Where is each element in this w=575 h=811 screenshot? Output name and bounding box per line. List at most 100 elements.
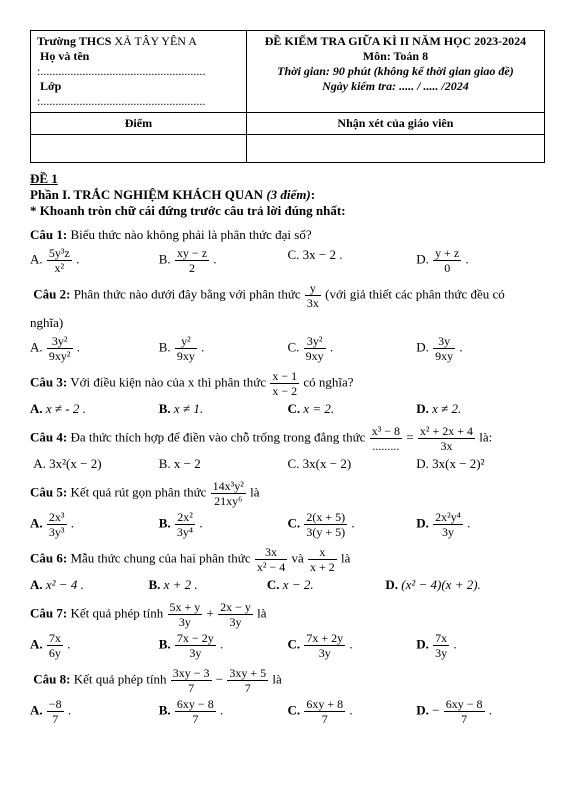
q8-c-den: 7 xyxy=(304,712,345,725)
q8-d-pre: − xyxy=(432,702,439,717)
q4-label: Câu 4: xyxy=(30,429,67,444)
opt-a-label: A. xyxy=(30,339,43,354)
q4-rhs-num: x² + 2x + 4 xyxy=(418,425,475,439)
score-cell xyxy=(31,135,247,163)
school-name: XÃ TÂY YÊN A xyxy=(114,34,197,48)
q1-text: Biểu thức nào không phải là phân thức đạ… xyxy=(70,227,311,242)
q5-c-den: 3(y + 5) xyxy=(304,525,347,538)
opt-c-label: C. xyxy=(288,339,300,354)
q5-a-num: 2x³ xyxy=(47,511,67,525)
name-label: Họ và tên xyxy=(40,49,89,63)
question-2: Câu 2: Phân thức nào dưới đây bằng với p… xyxy=(30,282,545,331)
q8-text1: Kết quả phép tính xyxy=(74,671,167,686)
q6-f1-den: x² − 4 xyxy=(255,560,287,573)
q2-a-num: 3y² xyxy=(47,335,73,349)
q8-text2: là xyxy=(272,671,281,686)
opt-b-label: B. xyxy=(159,515,171,530)
opt-c-label: C. xyxy=(288,515,301,530)
score-label: Điểm xyxy=(31,113,247,135)
q7-c-num: 7x + 2y xyxy=(304,632,345,646)
q2-options: A. 3y²9xy² . B. y²9xy . C. 3y²9xy . D. 3… xyxy=(30,335,545,362)
q4-rhs-den: 3x xyxy=(418,439,475,452)
question-1: Câu 1: Biểu thức nào không phải là phân … xyxy=(30,227,545,243)
q4-lhs-num: x³ − 8 xyxy=(370,425,402,439)
q7-f2-num: 2x − y xyxy=(218,601,253,615)
q1-label: Câu 1: xyxy=(30,227,67,242)
q1-a-num: 5y³z xyxy=(47,247,72,261)
question-6: Câu 6: Mẫu thức chung của hai phân thức … xyxy=(30,546,545,573)
q6-d: (x² − 4)(x + 2). xyxy=(401,577,481,592)
instruction: * Khoanh tròn chữ cái đứng trước câu trả… xyxy=(30,203,545,219)
q5-d-den: 3y xyxy=(433,525,463,538)
comment-label: Nhận xét của giáo viên xyxy=(246,113,544,135)
opt-c-label: C. xyxy=(288,401,301,416)
question-3: Câu 3: Với điều kiện nào của x thì phân … xyxy=(30,370,545,397)
q8-d-num: 6xy − 8 xyxy=(444,698,485,712)
q1-b-den: 2 xyxy=(175,261,209,274)
q8-f2-den: 7 xyxy=(227,681,268,694)
q1-options: A. 5y³zx² . B. xy − z2 . C. 3x − 2 . D. … xyxy=(30,247,545,274)
opt-a-label: A. xyxy=(30,636,43,651)
q1-c: 3x − 2 . xyxy=(303,247,343,262)
q7-label: Câu 7: xyxy=(30,605,67,620)
q6-label: Câu 6: xyxy=(30,550,67,565)
q8-b-num: 6xy − 8 xyxy=(175,698,216,712)
q7-plus: + xyxy=(207,605,214,620)
opt-b-label: B. xyxy=(159,401,171,416)
q6-f1-num: 3x xyxy=(255,546,287,560)
opt-a-label: A. xyxy=(33,456,46,471)
q4-c: 3x(x − 2) xyxy=(303,456,352,471)
opt-a-label: A. xyxy=(30,577,43,592)
q6-b: x + 2 . xyxy=(164,577,198,592)
question-8: Câu 8: Kết quả phép tính 3xy − 37 − 3xy … xyxy=(30,667,545,694)
q2-line2: nghĩa) xyxy=(30,315,545,331)
q7-d-num: 7x xyxy=(433,632,449,646)
opt-b-label: B. xyxy=(148,577,160,592)
q4-options: A. 3x²(x − 2) B. x − 2 C. 3x(x − 2) D. 3… xyxy=(30,456,545,472)
q2-text2: (với giả thiết các phân thức đều có xyxy=(325,286,505,301)
q8-a-den: 7 xyxy=(47,712,64,725)
q2-main-num: y xyxy=(305,282,321,296)
exam-title: ĐỀ KIỂM TRA GIỮA KÌ II NĂM HỌC 2023-2024 xyxy=(265,34,526,48)
q6-options: A. x² − 4 . B. x + 2 . C. x − 2. D. (x² … xyxy=(30,577,545,593)
q4-text1: Đa thức thích hợp để điền vào chỗ trống … xyxy=(70,429,365,444)
q8-b-den: 7 xyxy=(175,712,216,725)
question-4: Câu 4: Đa thức thích hợp để điền vào chỗ… xyxy=(30,425,545,452)
opt-d-label: D. xyxy=(416,401,429,416)
q7-b-num: 7x − 2y xyxy=(175,632,216,646)
q8-d-den: 7 xyxy=(444,712,485,725)
q7-f1-den: 3y xyxy=(168,615,203,628)
q5-label: Câu 5: xyxy=(30,484,67,499)
q1-d-den: 0 xyxy=(433,261,461,274)
question-7: Câu 7: Kết quả phép tính 5x + y3y + 2x −… xyxy=(30,601,545,628)
q3-b: x ≠ 1. xyxy=(174,401,203,416)
q2-b-num: y² xyxy=(175,335,197,349)
q6-text1: Mẫu thức chung của hai phân thức xyxy=(70,550,250,565)
q5-f-den: 21xy⁶ xyxy=(211,494,246,507)
header-table: Trường THCS XÃ TÂY YÊN A Họ và tên :....… xyxy=(30,30,545,163)
q4-b: x − 2 xyxy=(174,456,201,471)
q5-b-den: 3y⁴ xyxy=(175,525,195,538)
q8-f1-den: 7 xyxy=(171,681,212,694)
q8-a-num: −8 xyxy=(47,698,64,712)
class-label: Lớp xyxy=(40,79,61,93)
q4-d: 3x(x − 2)² xyxy=(432,456,484,471)
opt-a-label: A. xyxy=(30,251,43,266)
q2-text1: Phân thức nào dưới đây bằng với phân thứ… xyxy=(74,286,301,301)
date: Ngày kiểm tra: ..... / ..... /2024 xyxy=(322,79,469,93)
comment-cell xyxy=(246,135,544,163)
q1-b-num: xy − z xyxy=(175,247,209,261)
q3-label: Câu 3: xyxy=(30,374,67,389)
q4-text2: là: xyxy=(479,429,492,444)
q3-f-num: x − 1 xyxy=(270,370,299,384)
q5-d-num: 2x²y⁴ xyxy=(433,511,463,525)
q3-c: x = 2. xyxy=(303,401,334,416)
q5-c-num: 2(x + 5) xyxy=(304,511,347,525)
q5-a-den: 3y³ xyxy=(47,525,67,538)
opt-a-label: A. xyxy=(30,401,43,416)
opt-d-label: D. xyxy=(416,339,429,354)
q2-b-den: 9xy xyxy=(175,349,197,362)
opt-c-label: C. xyxy=(267,577,280,592)
q8-label: Câu 8: xyxy=(33,671,70,686)
opt-d-label: D. xyxy=(416,456,429,471)
